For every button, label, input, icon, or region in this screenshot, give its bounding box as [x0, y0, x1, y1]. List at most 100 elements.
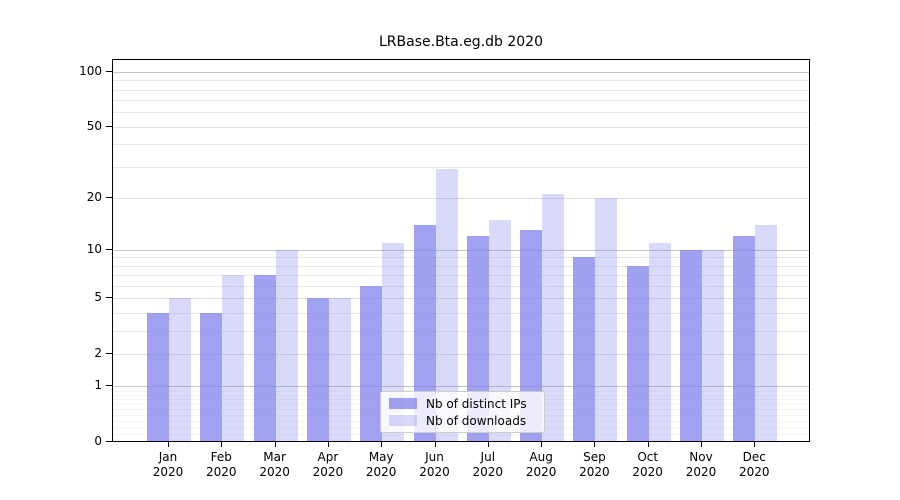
- bar-downloads-dec: [755, 224, 778, 441]
- bar-distinct-ips-oct: [626, 265, 649, 441]
- bar-downloads-nov: [702, 249, 724, 441]
- bar-distinct-ips-jul: [466, 236, 489, 441]
- legend-swatch-downloads: [389, 415, 417, 426]
- x-tick-mark: [274, 442, 276, 447]
- y-tick-label-50: 50: [86, 118, 102, 133]
- bar-downloads-jul: [488, 219, 511, 441]
- x-tick-label-aug: Aug 2020: [511, 450, 571, 480]
- plot-area: [112, 59, 810, 442]
- x-tick-mark: [701, 442, 702, 447]
- x-tick-label-apr: Apr 2020: [298, 450, 358, 480]
- bar-distinct-ips-apr: [306, 298, 329, 441]
- x-tick-label-may: May 2020: [351, 450, 411, 480]
- y-gridline-minor: [113, 166, 809, 168]
- y-tick-label-100: 100: [79, 64, 102, 78]
- legend-label-distinct-ips: Nb of distinct IPs: [426, 396, 527, 411]
- y-gridline-minor: [113, 100, 809, 102]
- y-gridline-minor-labeled: [113, 298, 809, 300]
- bar-distinct-ips-jan: [147, 312, 169, 441]
- x-tick-label-feb: Feb 2020: [191, 450, 251, 480]
- x-tick-month: Jul: [480, 450, 496, 464]
- x-tick-mark: [487, 442, 489, 447]
- bar-distinct-ips-aug: [520, 230, 543, 441]
- y-tick-mark: [106, 71, 112, 72]
- y-tick-label-0: 0: [94, 434, 102, 448]
- bar-distinct-ips-nov: [680, 249, 702, 441]
- legend-label-downloads: Nb of downloads: [426, 413, 527, 428]
- x-tick-year: 2020: [579, 465, 610, 479]
- x-tick-label-jul: Jul 2020: [458, 450, 518, 480]
- x-tick-month: Nov: [689, 450, 713, 464]
- x-tick-year: 2020: [259, 465, 290, 479]
- legend: Nb of distinct IPs Nb of downloads: [380, 391, 545, 433]
- bar-distinct-ips-mar: [253, 275, 276, 441]
- y-gridline-minor: [113, 112, 809, 114]
- y-gridline-faint: [113, 434, 809, 436]
- y-gridline-minor: [113, 257, 809, 259]
- y-tick-mark: [106, 125, 112, 127]
- bar-distinct-ips-feb: [200, 312, 223, 441]
- x-tick-year: 2020: [206, 465, 237, 479]
- bar-downloads-apr: [328, 298, 351, 441]
- x-tick-year: 2020: [525, 465, 557, 479]
- x-tick-label-sep: Sep 2020: [564, 450, 624, 480]
- x-tick-year: 2020: [419, 465, 450, 479]
- y-tick-label-10: 10: [86, 241, 102, 256]
- y-tick-label-5: 5: [94, 290, 102, 305]
- bar-downloads-sep: [595, 197, 618, 441]
- x-tick-month: May: [368, 450, 394, 464]
- x-tick-label-nov: Nov 2020: [671, 450, 731, 480]
- bar-downloads-jan: [169, 298, 191, 441]
- chart-title: LRBase.Bta.eg.db 2020: [379, 34, 543, 50]
- y-gridline-minor: [113, 265, 809, 267]
- x-tick-mark: [434, 442, 436, 447]
- y-tick-mark: [106, 248, 112, 250]
- x-tick-mark: [594, 442, 596, 447]
- y-tick-label-1: 1: [94, 378, 102, 393]
- legend-swatch-distinct-ips: [389, 398, 417, 409]
- y-tick-mark: [106, 352, 112, 354]
- bar-downloads-mar: [275, 249, 298, 441]
- y-tick-mark: [106, 297, 112, 299]
- y-gridline-minor: [113, 285, 809, 287]
- x-tick-year: 2020: [739, 465, 770, 479]
- bar-downloads-aug: [542, 194, 565, 441]
- x-tick-year: 2020: [365, 465, 397, 479]
- x-tick-label-jun: Jun 2020: [405, 450, 465, 480]
- y-gridline-minor: [113, 312, 809, 314]
- bar-distinct-ips-jun: [413, 224, 436, 441]
- x-tick-month: Oct: [637, 450, 659, 464]
- legend-row-distinct-ips: Nb of distinct IPs: [389, 397, 536, 411]
- x-tick-month: Aug: [529, 450, 553, 464]
- x-tick-year: 2020: [632, 465, 663, 479]
- y-gridline-major: [113, 72, 809, 73]
- x-tick-label-mar: Mar 2020: [245, 450, 305, 480]
- y-tick-label-20: 20: [86, 189, 102, 204]
- x-tick-month: Apr: [317, 450, 339, 464]
- x-tick-month: Mar: [263, 450, 286, 464]
- y-gridline-minor: [113, 330, 809, 332]
- x-tick-year: 2020: [312, 465, 344, 479]
- legend-row-downloads: Nb of downloads: [389, 414, 536, 428]
- y-gridline-minor: [113, 80, 809, 82]
- bar-distinct-ips-dec: [733, 236, 756, 441]
- x-tick-mark: [541, 442, 543, 447]
- x-tick-year: 2020: [472, 465, 504, 479]
- bar-downloads-feb: [222, 275, 245, 441]
- x-tick-month: Jun: [425, 450, 444, 464]
- bar-downloads-oct: [648, 242, 671, 441]
- y-tick-mark: [106, 385, 112, 387]
- bar-distinct-ips-sep: [573, 257, 596, 441]
- x-tick-month: Dec: [742, 450, 766, 464]
- y-tick-mark: [106, 196, 112, 198]
- y-gridline-minor-labeled: [113, 197, 809, 199]
- y-gridline-major: [113, 386, 809, 388]
- y-gridline-major: [113, 249, 809, 251]
- x-tick-label-oct: Oct 2020: [618, 450, 678, 480]
- y-gridline-minor-labeled: [113, 126, 809, 128]
- x-tick-mark: [381, 442, 383, 447]
- x-tick-label-dec: Dec 2020: [724, 450, 784, 480]
- x-tick-label-jan: Jan 2020: [138, 450, 198, 480]
- y-gridline-minor: [113, 275, 809, 277]
